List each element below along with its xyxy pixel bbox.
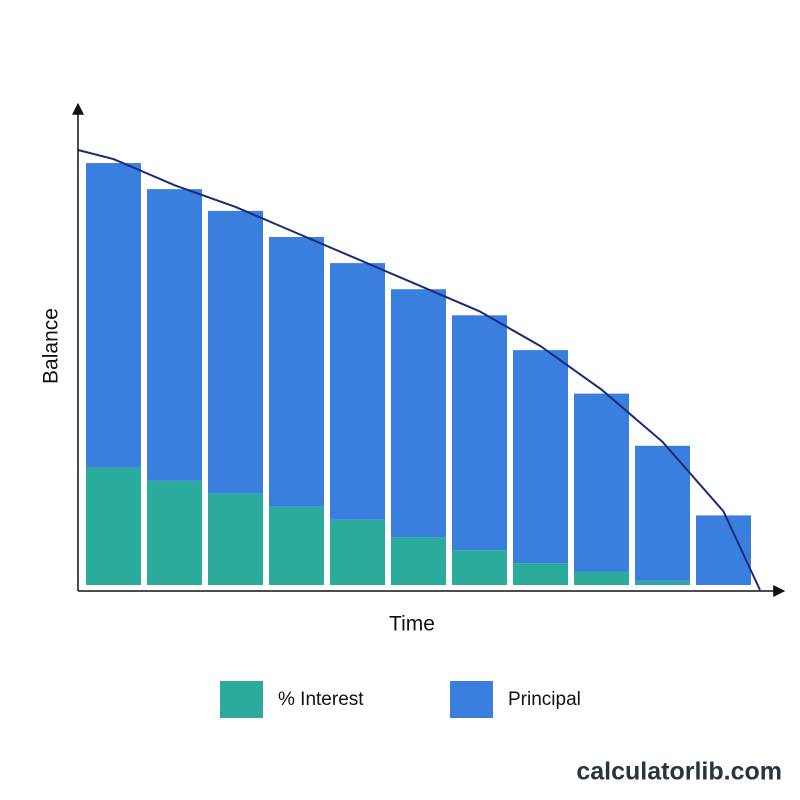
bar-segment bbox=[208, 493, 263, 585]
bar-segment bbox=[696, 515, 751, 585]
bar-segment bbox=[635, 445, 690, 581]
bar-segment bbox=[208, 210, 263, 494]
bar-segment bbox=[330, 263, 385, 520]
plot-area bbox=[77, 149, 761, 591]
bar-segment bbox=[86, 467, 141, 585]
legend-label: % Interest bbox=[278, 689, 364, 710]
bar-segment bbox=[452, 550, 507, 585]
watermark: calculatorlib.com bbox=[576, 758, 782, 786]
bar-segment bbox=[391, 537, 446, 585]
legend-swatch bbox=[450, 681, 493, 718]
bar-segment bbox=[147, 480, 202, 585]
bar-segment bbox=[574, 571, 629, 585]
bar-segment bbox=[574, 393, 629, 572]
bar-segment bbox=[86, 163, 141, 468]
bar-segment bbox=[269, 237, 324, 507]
bar-segment bbox=[391, 289, 446, 538]
legend-swatch bbox=[220, 681, 263, 718]
bar-segment bbox=[513, 350, 568, 564]
legend-label: Principal bbox=[508, 689, 581, 710]
bar-segment bbox=[330, 519, 385, 585]
bar-segment bbox=[269, 506, 324, 585]
x-axis-label: Time bbox=[389, 613, 435, 636]
bar-segment bbox=[513, 563, 568, 585]
balance-curve bbox=[77, 149, 761, 591]
bar-segment bbox=[452, 315, 507, 551]
bar-segment bbox=[147, 189, 202, 481]
y-axis-label: Balance bbox=[40, 308, 63, 384]
bar-segment bbox=[635, 580, 690, 585]
